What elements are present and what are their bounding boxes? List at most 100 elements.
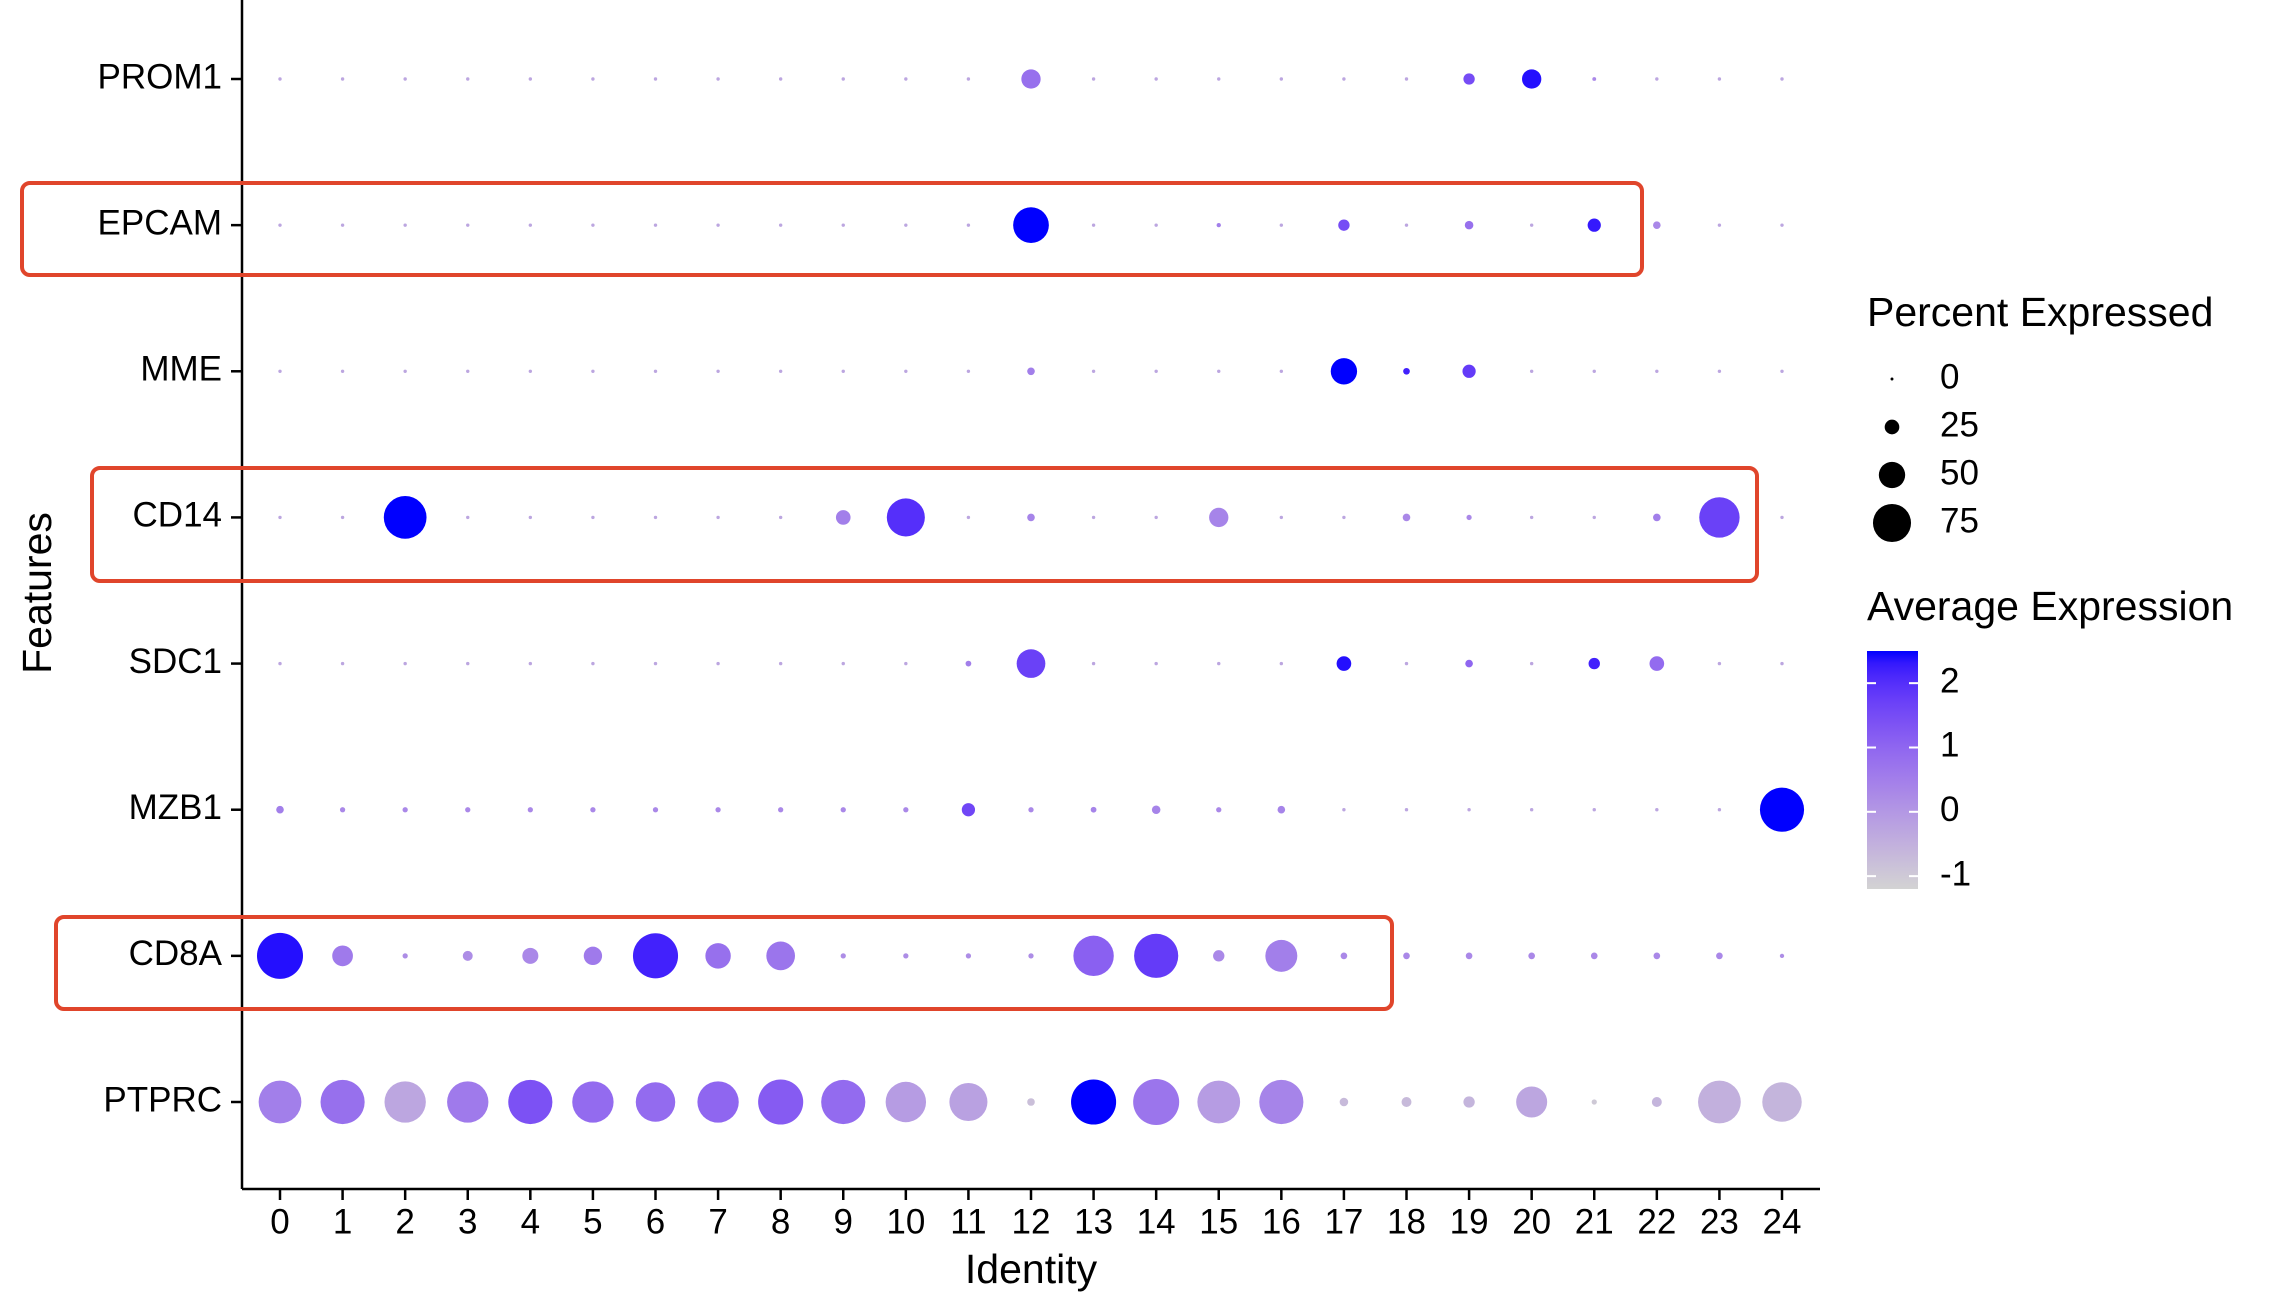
dot xyxy=(320,1079,365,1125)
colorbar xyxy=(1867,651,1918,889)
dot xyxy=(528,223,533,227)
x-tick-label: 12 xyxy=(1012,1202,1051,1241)
x-tick-label: 13 xyxy=(1074,1202,1113,1241)
dot xyxy=(778,661,783,666)
x-tick-label: 19 xyxy=(1450,1202,1489,1241)
dot xyxy=(1655,369,1659,373)
dot xyxy=(766,941,796,971)
dot xyxy=(1466,514,1472,521)
dot xyxy=(466,661,470,666)
dot xyxy=(1404,661,1409,666)
x-tick-label: 5 xyxy=(583,1202,602,1241)
dot xyxy=(1516,1086,1548,1118)
dot xyxy=(1462,364,1476,378)
dot xyxy=(715,807,721,813)
colorbar-label: 0 xyxy=(1940,790,1959,829)
dot xyxy=(1528,952,1536,960)
dot xyxy=(1339,1097,1349,1107)
dot xyxy=(1277,805,1286,814)
dot xyxy=(591,369,595,373)
dot xyxy=(1217,661,1221,666)
dot xyxy=(465,807,471,813)
dot xyxy=(1592,808,1596,812)
colorbar-label: 1 xyxy=(1940,726,1959,765)
dot xyxy=(278,223,282,227)
x-tick-label: 16 xyxy=(1262,1202,1301,1241)
dot xyxy=(447,1081,489,1123)
dot xyxy=(1762,1082,1802,1122)
dot xyxy=(652,807,659,813)
dot xyxy=(1216,807,1222,813)
dot xyxy=(522,947,539,964)
dot xyxy=(1717,369,1722,373)
dot xyxy=(716,661,720,666)
dot xyxy=(716,77,720,81)
dot xyxy=(528,369,533,373)
dot xyxy=(1134,933,1179,978)
dot xyxy=(466,77,470,81)
dot xyxy=(966,369,971,373)
dot xyxy=(1073,935,1114,977)
dot xyxy=(1279,77,1284,81)
x-tick-label: 11 xyxy=(950,1202,986,1241)
dot xyxy=(778,807,784,813)
size-legend-dot xyxy=(1872,503,1912,543)
x-tick-label: 21 xyxy=(1575,1202,1614,1241)
dot xyxy=(1529,369,1534,373)
dot xyxy=(1342,515,1346,520)
dot xyxy=(1403,367,1410,375)
x-axis-title: Identity xyxy=(965,1246,1098,1292)
dot xyxy=(1404,77,1409,81)
dot xyxy=(466,223,470,227)
x-tick-label: 4 xyxy=(521,1202,540,1241)
dot xyxy=(258,1080,302,1124)
dot xyxy=(1651,1097,1662,1107)
dot xyxy=(1592,369,1596,373)
dot xyxy=(1653,952,1661,960)
dot xyxy=(903,953,909,959)
dot xyxy=(885,1081,927,1123)
dot xyxy=(1780,515,1784,520)
x-tick-label: 0 xyxy=(270,1202,289,1241)
dot xyxy=(403,661,407,666)
size-legend-dot xyxy=(1878,461,1906,489)
dot xyxy=(1464,220,1474,230)
y-tick-label: MZB1 xyxy=(129,788,222,827)
y-tick-label: PTPRC xyxy=(103,1080,222,1119)
dot xyxy=(841,77,845,81)
dot xyxy=(716,223,720,227)
dot xyxy=(1028,953,1034,959)
dot xyxy=(1529,808,1534,812)
dot xyxy=(591,515,595,520)
dot xyxy=(1404,223,1409,227)
size-legend-label: 75 xyxy=(1940,501,1979,540)
dot xyxy=(653,77,658,81)
dot xyxy=(466,515,470,520)
dot xyxy=(841,369,845,373)
dot xyxy=(635,1082,676,1122)
size-legend-label: 25 xyxy=(1940,405,1979,444)
dot xyxy=(1091,223,1096,227)
x-tick-label: 18 xyxy=(1387,1202,1426,1241)
dot xyxy=(1027,513,1035,522)
dot xyxy=(278,77,282,81)
dot xyxy=(340,515,345,520)
dot xyxy=(965,660,972,667)
dot xyxy=(1522,69,1542,89)
dot xyxy=(1465,952,1473,960)
dot xyxy=(1021,69,1041,89)
dot xyxy=(965,953,972,959)
dot xyxy=(1529,661,1534,666)
dot xyxy=(572,1081,614,1123)
dot xyxy=(653,515,658,520)
dot xyxy=(276,805,284,814)
size-legend-label: 0 xyxy=(1940,357,1959,396)
x-tick-label: 3 xyxy=(458,1202,477,1241)
dot xyxy=(821,1079,866,1125)
dot xyxy=(1259,1079,1304,1125)
x-tick-label: 10 xyxy=(886,1202,925,1241)
y-tick-label: SDC1 xyxy=(129,642,222,681)
dot xyxy=(1091,369,1096,373)
dot xyxy=(632,933,679,979)
x-tick-label: 17 xyxy=(1324,1202,1363,1241)
